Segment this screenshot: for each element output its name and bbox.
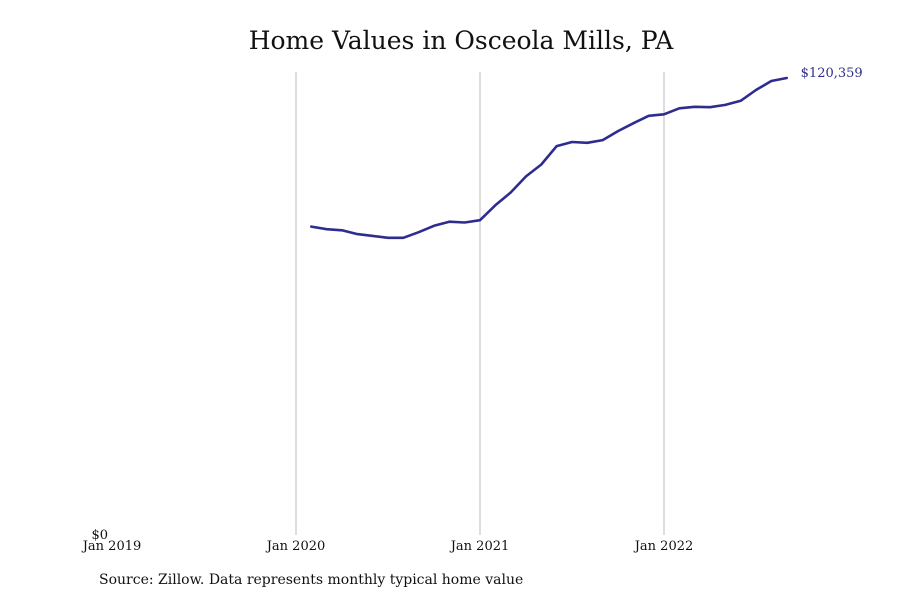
- gridlines: [295, 72, 665, 535]
- end-value-label: $120,359: [801, 66, 863, 81]
- annotation-layer: $120,359: [801, 66, 863, 81]
- x-tick-label: Jan 2020: [265, 539, 326, 554]
- x-tick-label: Jan 2021: [449, 539, 510, 554]
- x-tick-label: Jan 2022: [633, 539, 694, 554]
- x-axis-ticks: Jan 2019 Jan 2020 Jan 2021 Jan 2022: [81, 539, 694, 554]
- y-tick-label: $0: [91, 528, 108, 543]
- chart-source-note: Source: Zillow. Data represents monthly …: [99, 572, 524, 588]
- series-line: [310, 76, 788, 240]
- chart-title: Home Values in Osceola Mills, PA: [248, 26, 674, 55]
- series-layer: [310, 76, 788, 240]
- x-tick-label: Jan 2019: [81, 539, 142, 554]
- y-axis-ticks: $0: [91, 528, 108, 543]
